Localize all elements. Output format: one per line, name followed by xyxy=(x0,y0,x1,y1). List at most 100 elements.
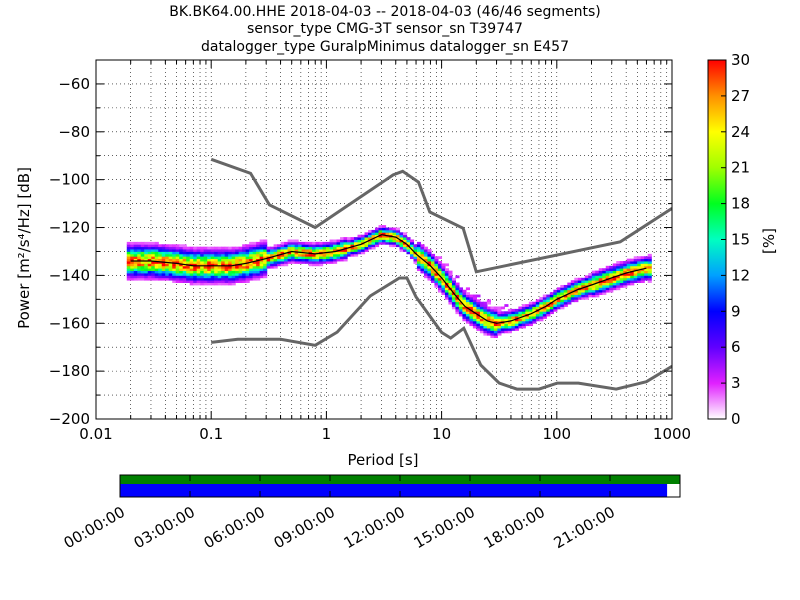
histogram-cell xyxy=(126,258,131,262)
histogram-cell xyxy=(633,273,638,276)
histogram-cell xyxy=(476,301,481,305)
histogram-cell xyxy=(444,273,450,276)
histogram-cell xyxy=(382,241,387,245)
histogram-cell xyxy=(287,241,292,245)
histogram-cell xyxy=(179,249,184,252)
histogram-cell xyxy=(441,273,446,276)
histogram-cell xyxy=(486,328,491,331)
histogram-cell xyxy=(430,263,436,267)
histogram-cell xyxy=(210,246,215,250)
timeline-tick-label: 00:00:00 xyxy=(61,503,128,552)
histogram-cell xyxy=(420,253,425,257)
histogram-cell xyxy=(238,270,243,274)
histogram-cell xyxy=(633,280,638,283)
histogram-cell xyxy=(609,275,614,279)
histogram-cell xyxy=(133,273,138,276)
histogram-cell xyxy=(235,246,240,250)
histogram-cell xyxy=(130,246,135,250)
histogram-cell xyxy=(329,241,334,245)
histogram-cell xyxy=(581,289,586,293)
histogram-cell xyxy=(584,296,589,300)
timeline-coverage-bar xyxy=(120,484,668,497)
histogram-cell xyxy=(224,256,229,260)
histogram-cell xyxy=(154,256,159,260)
histogram-cell xyxy=(535,301,540,305)
histogram-cell xyxy=(340,244,345,248)
histogram-cell xyxy=(602,292,607,295)
histogram-cell xyxy=(633,277,638,281)
histogram-cell xyxy=(612,284,617,288)
histogram-cell xyxy=(591,273,596,276)
histogram-cell xyxy=(259,253,264,257)
histogram-cell xyxy=(623,280,628,283)
histogram-cell xyxy=(270,263,275,267)
histogram-cell xyxy=(263,253,268,257)
histogram-cell xyxy=(151,270,156,274)
histogram-cell xyxy=(507,328,512,331)
histogram-cell xyxy=(476,320,481,324)
histogram-cell xyxy=(210,282,215,286)
x-tick-label: 0.1 xyxy=(199,425,223,443)
histogram-cell xyxy=(294,246,299,250)
timeline-tick-label: 21:00:00 xyxy=(551,503,618,552)
histogram-cell xyxy=(479,330,484,334)
histogram-cell xyxy=(343,256,348,260)
histogram-cell xyxy=(217,263,222,267)
histogram-cell xyxy=(525,311,530,315)
histogram-cell xyxy=(556,301,561,305)
histogram-cell xyxy=(549,311,554,315)
histogram-cell xyxy=(504,328,509,331)
histogram-cell xyxy=(165,253,170,257)
histogram-cell xyxy=(140,253,145,257)
histogram-cell xyxy=(193,268,198,272)
histogram-cell xyxy=(256,249,261,252)
histogram-cell xyxy=(343,241,348,245)
histogram-cell xyxy=(158,251,163,255)
histogram-cell xyxy=(434,280,439,283)
histogram-cell xyxy=(221,275,226,279)
histogram-cell xyxy=(633,265,638,269)
histogram-cell xyxy=(486,306,491,310)
histogram-cell xyxy=(472,323,478,327)
histogram-cell xyxy=(140,270,145,274)
histogram-cell xyxy=(259,239,264,243)
histogram-cell xyxy=(186,273,191,276)
histogram-cell xyxy=(147,273,152,276)
histogram-cell xyxy=(308,246,313,250)
histogram-cell xyxy=(224,268,229,272)
histogram-cell xyxy=(287,253,292,257)
histogram-cell xyxy=(392,227,397,231)
histogram-cell xyxy=(214,258,219,262)
histogram-cell xyxy=(647,265,652,269)
histogram-cell xyxy=(497,306,502,310)
histogram-cell xyxy=(168,253,173,257)
histogram-cell xyxy=(598,284,603,288)
histogram-cell xyxy=(210,265,215,269)
histogram-cell xyxy=(451,299,457,303)
histogram-cell xyxy=(434,261,439,264)
histogram-cell xyxy=(287,261,292,264)
histogram-cell xyxy=(130,265,135,269)
histogram-cell xyxy=(483,328,488,331)
histogram-cell xyxy=(210,273,215,276)
histogram-cell xyxy=(546,306,551,310)
histogram-cell xyxy=(430,273,436,276)
histogram-cell xyxy=(147,263,152,267)
histogram-cell xyxy=(382,234,387,238)
histogram-cell xyxy=(581,294,586,298)
histogram-cell xyxy=(196,265,201,269)
histogram-cell xyxy=(126,256,131,260)
histogram-cell xyxy=(504,316,509,319)
histogram-cell xyxy=(196,246,201,250)
histogram-cell xyxy=(154,253,159,257)
histogram-cell xyxy=(497,308,502,312)
histogram-cell xyxy=(210,251,215,255)
histogram-cell xyxy=(427,273,432,276)
histogram-cell xyxy=(287,246,292,250)
histogram-cell xyxy=(493,311,498,315)
histogram-cell xyxy=(493,306,498,310)
histogram-cell xyxy=(133,244,138,248)
histogram-cell xyxy=(189,249,194,252)
histogram-cell xyxy=(423,268,429,272)
histogram-cell xyxy=(329,251,334,255)
